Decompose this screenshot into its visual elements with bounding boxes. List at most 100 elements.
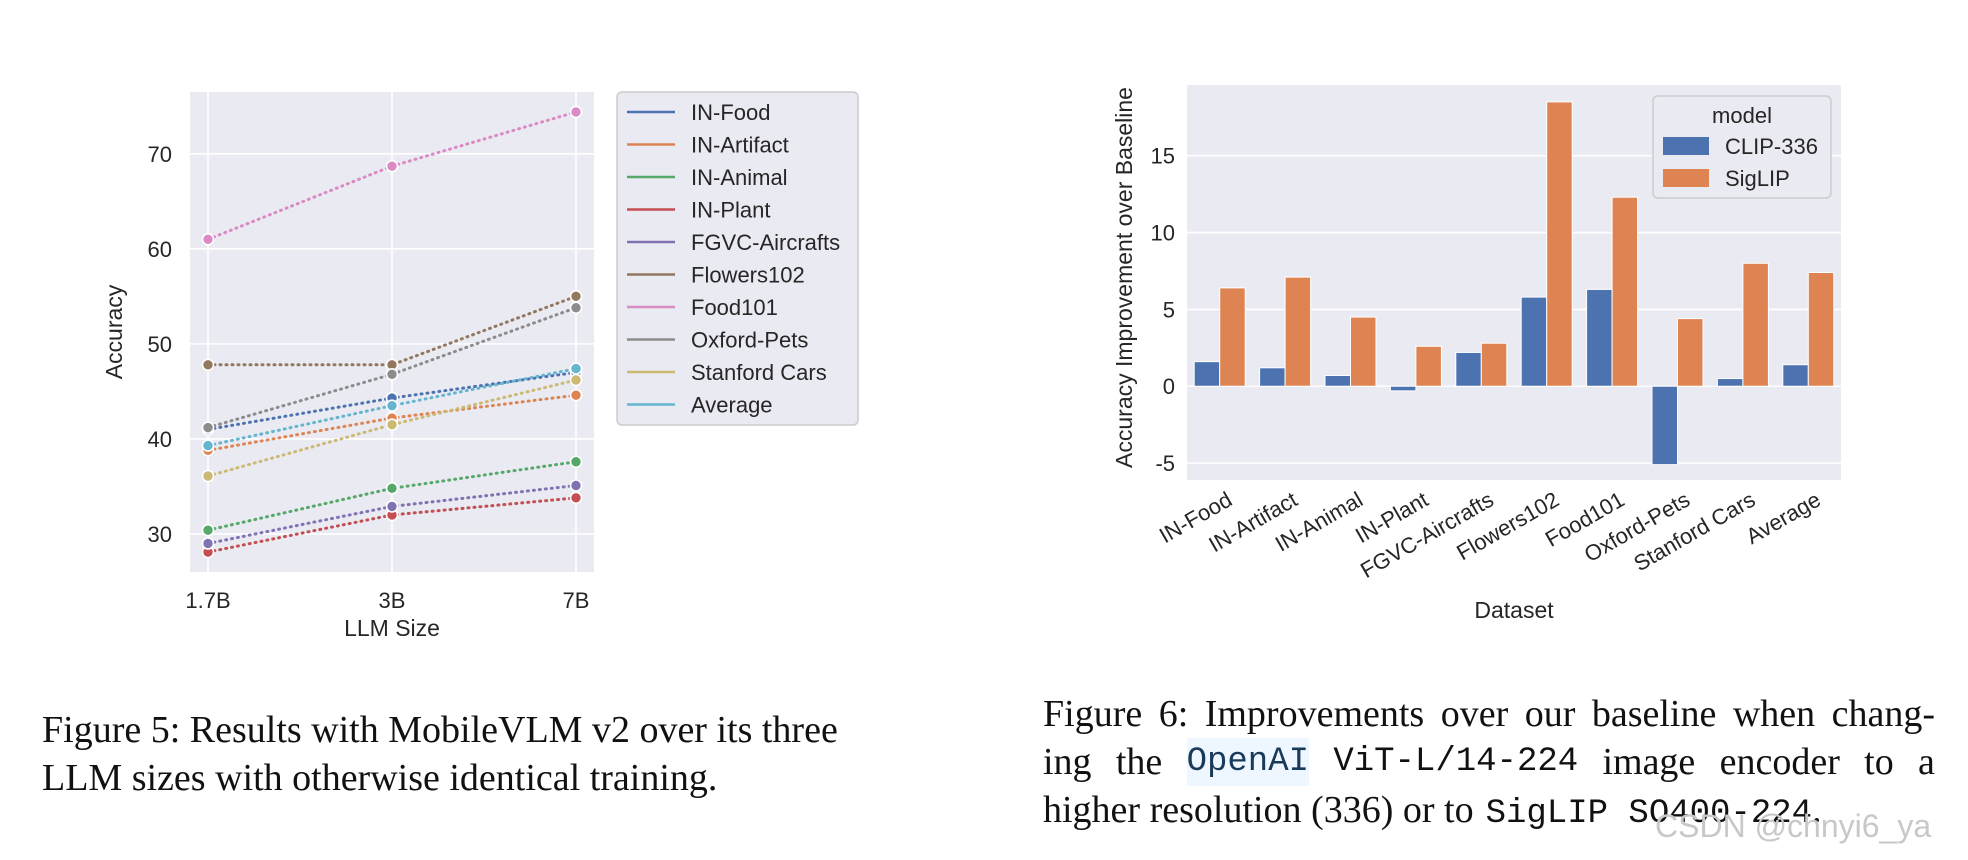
data-point (385, 399, 399, 412)
series-line (206, 460, 578, 532)
x-tick-label: Average (1742, 487, 1825, 549)
bar (1350, 316, 1377, 387)
x-tick-label: 7B (563, 588, 590, 613)
bar-series (1193, 288, 1809, 466)
caption-word: Figure (1043, 693, 1143, 735)
bar (1520, 296, 1548, 387)
bar (1284, 276, 1312, 387)
caption-word: image (1602, 741, 1696, 783)
left-chart-y-ticks: 30 40 50 60 70 (148, 142, 172, 547)
legend-item: FGVC-Aircrafts (627, 230, 840, 255)
caption-period: . (1812, 789, 1822, 831)
data-point (385, 418, 399, 431)
y-tick-label: 5 (1163, 297, 1175, 322)
right-chart-x-ticks: IN-FoodIN-ArtifactIN-AnimalIN-PlantFGVC-… (1155, 487, 1825, 583)
line-series (201, 362, 583, 452)
legend-item: Oxford-Pets (627, 328, 808, 353)
legend-label: Oxford-Pets (691, 328, 808, 353)
data-point (385, 159, 399, 173)
figure-6-caption-line: ing the OpenAI ViT-L/14-224 image encoder to a (1043, 738, 1935, 786)
legend-label: Flowers102 (691, 263, 805, 288)
legend-item: Stanford Cars (627, 360, 827, 385)
bar (1611, 196, 1639, 387)
left-chart-x-axis-label: LLM Size (344, 615, 440, 641)
legend-label: IN-Animal (691, 165, 788, 190)
figure-6-caption-line: higher resolution (336) or to SigLIP SO4… (1043, 786, 1935, 838)
data-point (201, 523, 215, 537)
y-tick-label: 10 (1151, 221, 1175, 246)
legend-label: Food101 (691, 295, 778, 320)
left-chart-x-ticks: 1.7B 3B 7B (185, 588, 589, 613)
data-point (569, 301, 583, 315)
legend-item: Average (627, 393, 773, 418)
right-chart-bars (1193, 101, 1835, 466)
left-line-chart: 30 40 50 60 70 1.7B 3B 7B LLM Size Accuracy IN… (101, 91, 859, 641)
y-tick-label: -5 (1155, 451, 1175, 476)
data-point (569, 362, 583, 375)
line-series (201, 491, 583, 559)
bar (1546, 101, 1573, 387)
right-chart-legend: model CLIP-336 SigLIP (1652, 95, 1832, 199)
legend-item: Flowers102 (627, 263, 805, 288)
caption-word: ing (1043, 741, 1092, 783)
legend-label: CLIP-336 (1725, 134, 1818, 159)
data-point (201, 469, 215, 483)
legend-label: FGVC-Aircrafts (691, 230, 840, 255)
y-tick-label: 70 (148, 142, 172, 167)
legend-item: IN-Plant (627, 198, 770, 223)
data-point (569, 373, 583, 387)
data-point (569, 479, 583, 492)
right-chart-y-axis-label: Accuracy Improvement over Baseline (1111, 87, 1137, 468)
left-chart-y-axis-label: Accuracy (101, 284, 127, 379)
y-tick-label: 40 (148, 427, 172, 452)
legend-swatch (1663, 169, 1709, 187)
caption-word: our (1524, 693, 1576, 735)
legend-box (616, 91, 859, 426)
x-tick-label: 3B (379, 588, 406, 613)
right-chart-y-ticks: -5 0 5 10 15 (1151, 144, 1175, 476)
legend-item: CLIP-336 (1663, 134, 1818, 159)
bar (1807, 272, 1835, 387)
caption-word: 6: (1158, 693, 1189, 735)
bar (1219, 287, 1246, 387)
right-bar-chart: -5 0 5 10 15 IN-FoodIN-ArtifactIN-AnimalIN-P… (1111, 85, 1841, 623)
caption-word: encoder (1719, 741, 1840, 783)
caption-code: SigLIP SO400-224. (1486, 786, 1822, 838)
legend-item: Food101 (627, 295, 778, 320)
caption-word: the (1115, 741, 1163, 783)
legend-label: IN-Food (691, 100, 770, 125)
data-point (569, 105, 583, 119)
data-point (385, 500, 399, 513)
bar (1782, 364, 1809, 387)
caption-text: higher resolution (336) or to (1043, 789, 1474, 831)
legend-label: IN-Artifact (691, 133, 789, 158)
bar (1742, 262, 1769, 387)
series-line (206, 294, 578, 367)
line-series (201, 105, 583, 246)
legend-label: Stanford Cars (691, 360, 827, 385)
line-series (201, 479, 583, 550)
legend-item: IN-Artifact (627, 133, 789, 158)
data-point (385, 482, 399, 495)
data-point (385, 367, 399, 381)
bar (1259, 367, 1286, 387)
legend-label: Average (691, 393, 773, 418)
data-point (569, 290, 583, 303)
caption-word: a (1918, 741, 1935, 783)
vit-code-name: ViT-L/14-224 (1333, 743, 1579, 781)
data-point (569, 491, 583, 505)
legend-label: IN-Plant (691, 198, 770, 223)
right-chart-x-axis-label: Dataset (1474, 597, 1554, 623)
bar (1455, 351, 1482, 387)
y-tick-label: 0 (1163, 374, 1175, 399)
bar (1480, 342, 1508, 387)
figure-5-caption: Figure 5: Results with MobileVLM v2 over… (42, 706, 838, 802)
line-series (201, 301, 583, 434)
bar (1716, 378, 1744, 387)
openai-code-name: OpenAI (1186, 738, 1310, 786)
figure-5-caption-line: Figure 5: Results with MobileVLM v2 over… (42, 709, 838, 751)
bar (1415, 345, 1442, 387)
data-point (201, 537, 215, 550)
data-point (201, 233, 215, 246)
